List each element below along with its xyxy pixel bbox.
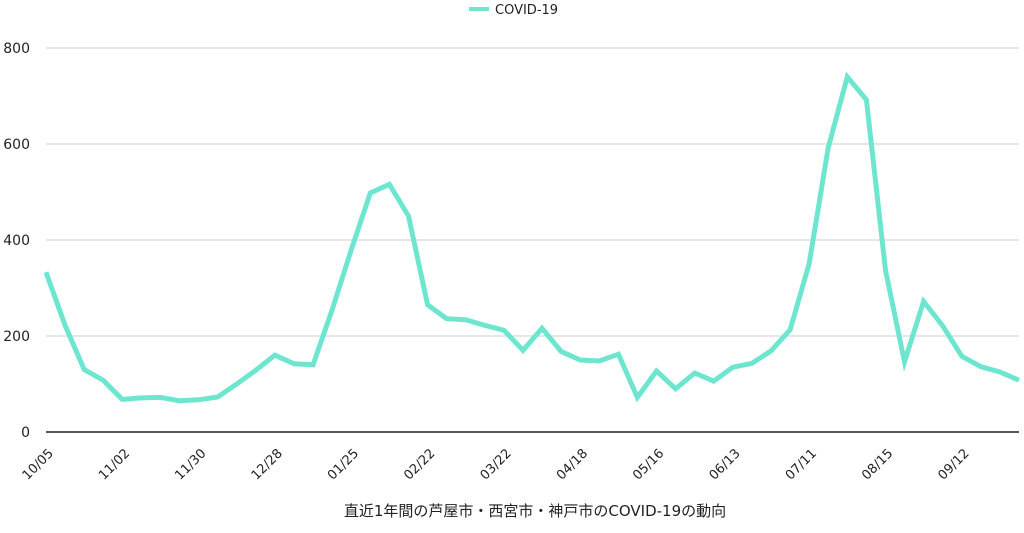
x-tick-label: 08/15: [859, 446, 896, 483]
x-tick-label: 09/12: [935, 446, 972, 483]
legend: COVID-19: [469, 3, 558, 18]
x-tick-label: 11/30: [172, 446, 209, 483]
y-tick-label: 200: [3, 329, 30, 345]
x-tick-label: 12/28: [249, 446, 286, 483]
y-tick-label: 400: [3, 233, 30, 249]
y-tick-label: 600: [3, 137, 30, 153]
legend-label: COVID-19: [495, 3, 558, 18]
x-tick-label: 11/02: [96, 446, 133, 483]
x-tick-label: 10/05: [20, 446, 57, 483]
series-line-covid-19: [46, 77, 1019, 401]
x-tick-label: 06/13: [707, 446, 744, 483]
x-tick-label: 07/11: [783, 446, 820, 483]
x-tick-label: 04/18: [554, 446, 591, 483]
x-tick-label: 05/16: [630, 446, 667, 483]
x-tick-label: 01/25: [325, 446, 362, 483]
x-tick-label: 03/22: [478, 446, 515, 483]
y-tick-label: 800: [3, 41, 30, 57]
x-tick-label: 02/22: [401, 446, 438, 483]
chart-title: 直近1年間の芦屋市・西宮市・神戸市のCOVID-19の動向: [344, 502, 726, 520]
y-tick-label: 0: [21, 425, 30, 441]
